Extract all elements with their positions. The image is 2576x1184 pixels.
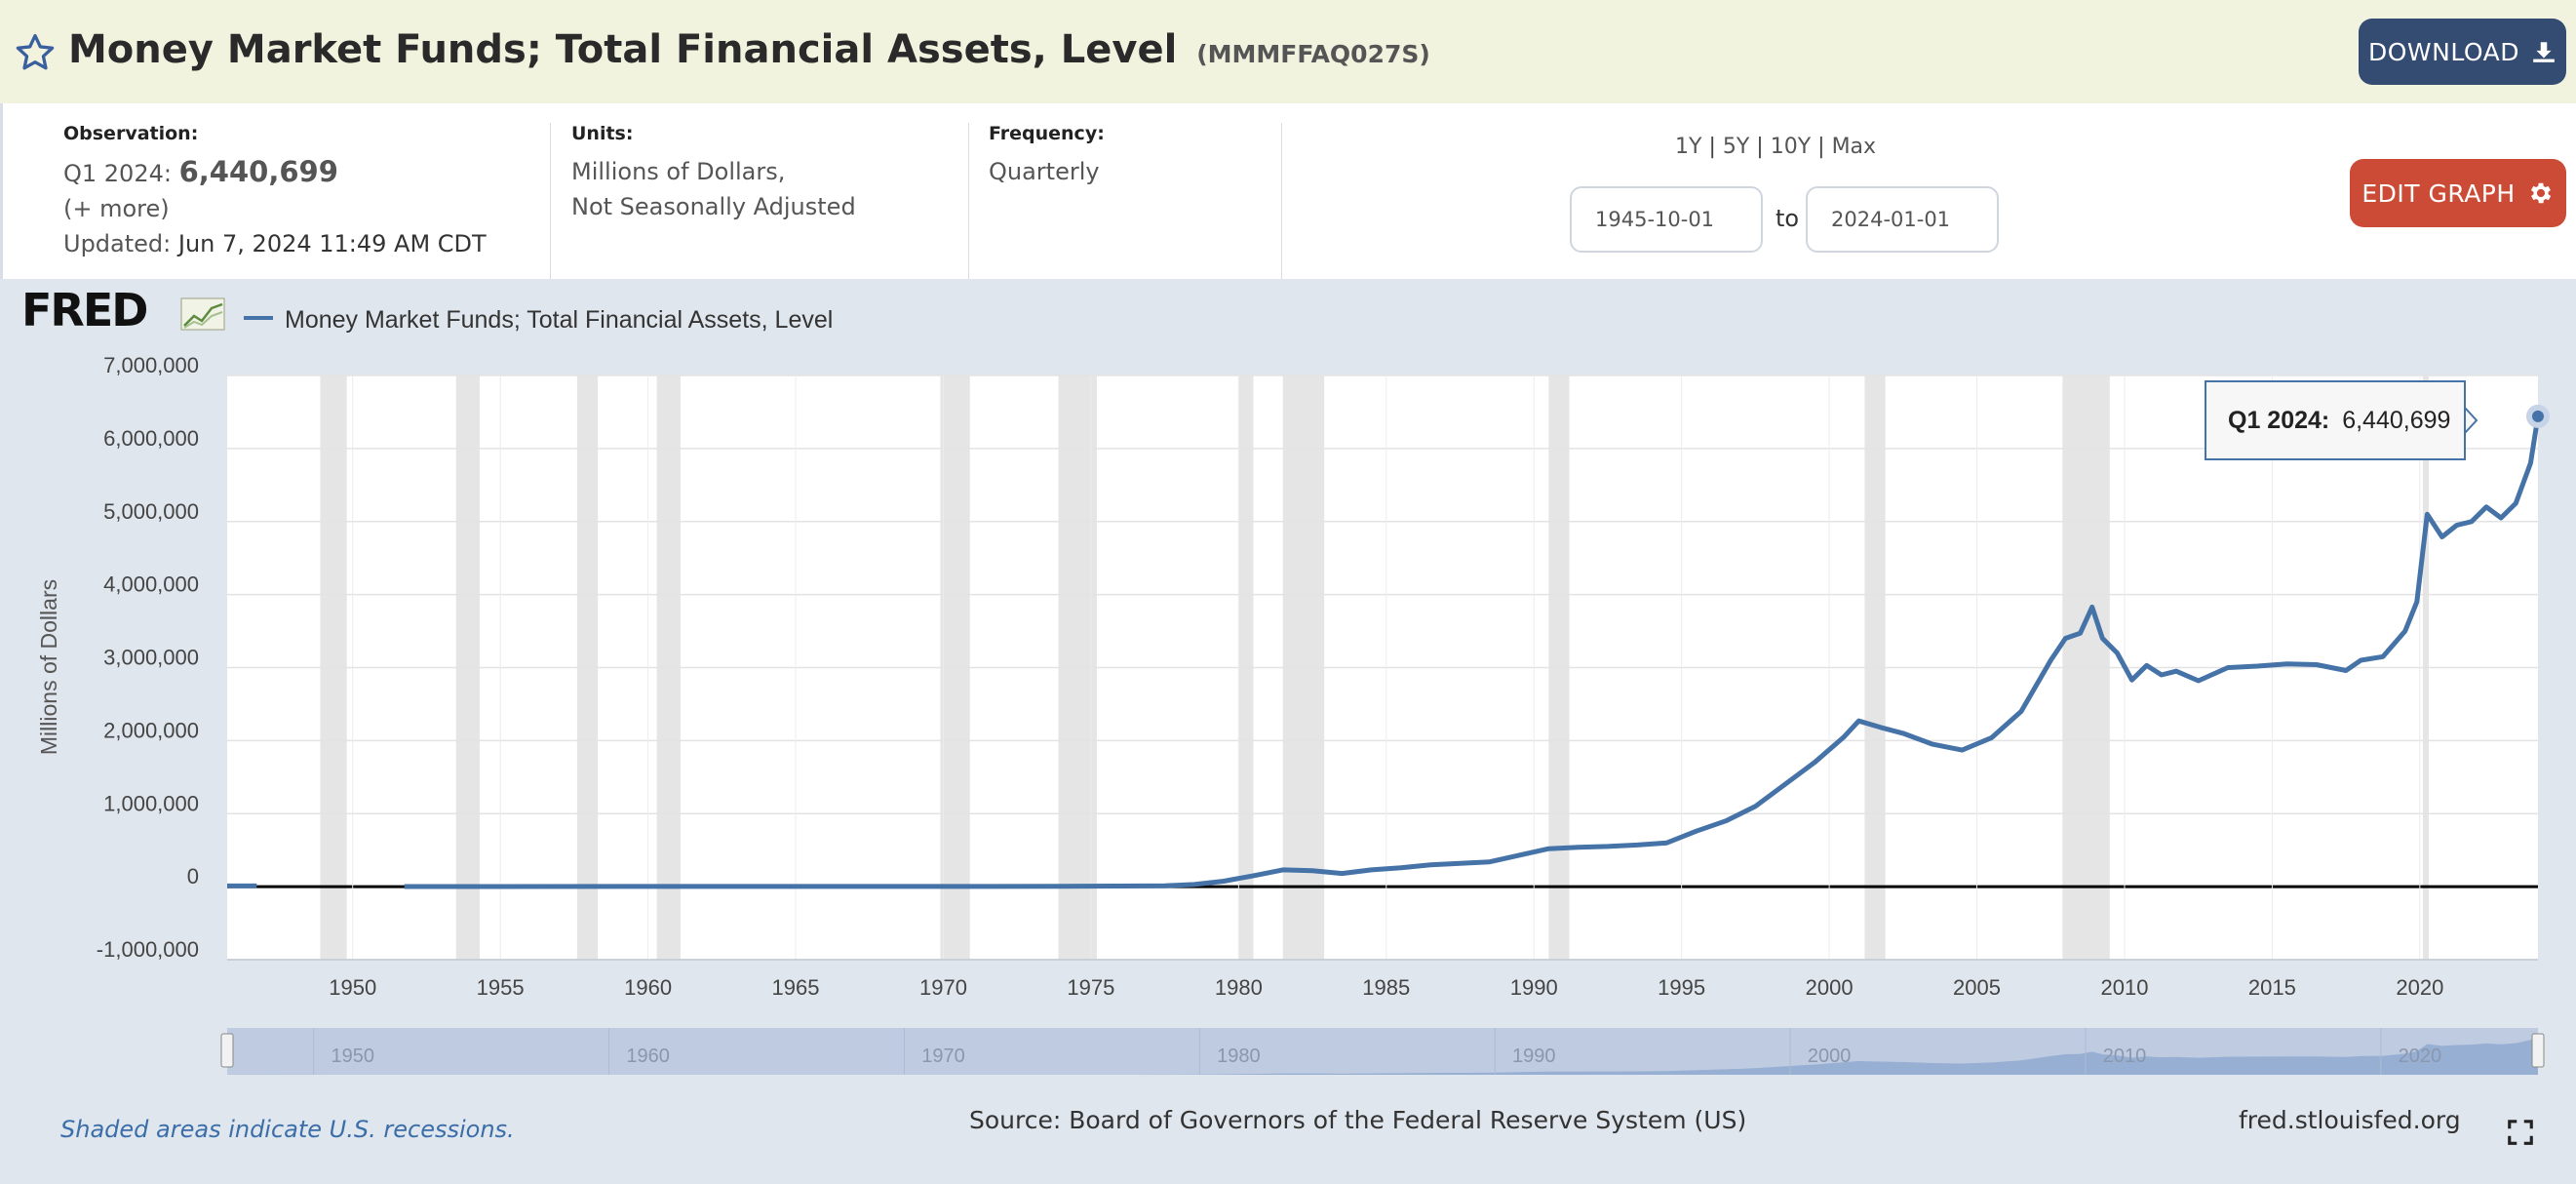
navigator-label: 1990 — [1512, 1046, 1556, 1067]
y-tick-label: 6,000,000 — [103, 426, 199, 451]
frequency-label: Frequency: — [989, 123, 1105, 144]
tooltip-box — [2205, 380, 2466, 460]
divider — [550, 123, 551, 279]
series-id: (MMMFFAQ027S) — [1196, 40, 1430, 68]
tooltip-value: 6,440,699 — [2342, 407, 2450, 434]
edit-graph-label: EDIT GRAPH — [2361, 178, 2516, 208]
y-axis-title: Millions of Dollars — [36, 579, 61, 755]
gear-icon — [2530, 182, 2551, 204]
fred-logo-graph-icon — [180, 297, 225, 331]
recession-note: Shaded areas indicate U.S. recessions. — [60, 1116, 515, 1143]
observation-block: Observation: Q1 2024: 6,440,699 (+ more)… — [63, 123, 487, 261]
units-line2: Not Seasonally Adjusted — [571, 193, 856, 220]
x-axis-ticks: 1950 1955 1960 1965 1970 1975 1980 1985 1990 1995… — [329, 975, 2443, 1000]
x-tick-label: 1985 — [1362, 975, 1410, 1000]
range-separator: | — [1708, 135, 1716, 159]
y-tick-label: 3,000,000 — [103, 646, 199, 670]
header-bar: Money Market Funds; Total Financial Asse… — [0, 0, 2576, 103]
y-tick-label: 1,000,000 — [103, 791, 199, 815]
y-tick-label: 2,000,000 — [103, 718, 199, 742]
last-data-point[interactable] — [2526, 404, 2550, 428]
x-tick-label: 1965 — [772, 975, 820, 1000]
page-title: Money Market Funds; Total Financial Asse… — [68, 27, 1430, 72]
navigator-right-handle[interactable] — [2531, 1033, 2545, 1068]
range-max[interactable]: Max — [1831, 135, 1877, 159]
navigator-label: 2010 — [2103, 1046, 2147, 1067]
y-tick-label: 5,000,000 — [103, 499, 199, 524]
navigator-series-area — [227, 1036, 2538, 1075]
start-date-input[interactable] — [1570, 186, 1763, 253]
x-tick-label: 2005 — [1953, 975, 2001, 1000]
chart-area: FRED Money Market Funds; Total Financial… — [0, 279, 2576, 1184]
source-text: Source: Board of Governors of the Federa… — [969, 1106, 1747, 1134]
y-tick-label: 7,000,000 — [103, 353, 199, 377]
tooltip: Q1 2024: 6,440,699 — [2205, 380, 2478, 460]
svg-text:Q1 2024: 6,440,699: Q1 2024: 6,440,699 — [2228, 407, 2450, 434]
units-label: Units: — [571, 123, 634, 144]
observation-period: Q1 2024: — [63, 160, 172, 187]
range-1y[interactable]: 1Y — [1675, 135, 1702, 159]
tooltip-pointer — [2464, 405, 2478, 436]
navigator-left-handle[interactable] — [220, 1033, 234, 1068]
x-tick-label: 1980 — [1215, 975, 1263, 1000]
y-tick-label: 0 — [187, 864, 199, 888]
y-axis-ticks: 7,000,000 6,000,000 5,000,000 4,000,000 3,00… — [97, 353, 199, 962]
x-tick-label: 1955 — [477, 975, 525, 1000]
to-label: to — [1776, 205, 1800, 232]
series-title: Money Market Funds; Total Financial Asse… — [68, 27, 1178, 72]
fred-logo-text: FRED — [21, 284, 146, 336]
updated-value: Jun 7, 2024 11:49 AM CDT — [177, 230, 487, 257]
observation-label: Observation: — [63, 123, 199, 144]
updated-label: Updated: — [63, 230, 172, 257]
range-navigator[interactable]: 1950 1960 1970 1980 1990 2000 2010 2020 — [220, 1028, 2545, 1075]
x-tick-label: 1990 — [1510, 975, 1558, 1000]
frequency-value: Quarterly — [989, 158, 1100, 185]
range-10y[interactable]: 10Y — [1770, 135, 1812, 159]
x-tick-label: 1960 — [624, 975, 672, 1000]
site-link[interactable]: fred.stlouisfed.org — [2239, 1106, 2461, 1134]
range-separator: | — [1756, 135, 1764, 159]
download-button[interactable]: DOWNLOAD — [2359, 19, 2566, 85]
x-tick-label: 2000 — [1806, 975, 1854, 1000]
series-meta: Observation: Q1 2024: 6,440,699 (+ more)… — [0, 103, 2576, 279]
range-5y[interactable]: 5Y — [1722, 135, 1750, 159]
chart-svg: FRED Money Market Funds; Total Financial… — [21, 284, 2550, 1075]
navigator-label: 1950 — [331, 1046, 374, 1067]
more-link[interactable]: (+ more) — [63, 195, 170, 222]
legend-label: Money Market Funds; Total Financial Asse… — [285, 306, 833, 334]
x-tick-label: 1975 — [1067, 975, 1114, 1000]
download-icon — [2533, 42, 2555, 62]
fullscreen-icon[interactable] — [2506, 1118, 2535, 1147]
navigator-label: 1960 — [626, 1046, 670, 1067]
navigator-label: 2000 — [1808, 1046, 1852, 1067]
units-block: Units: Millions of Dollars, Not Seasonal… — [571, 123, 856, 224]
units-line1: Millions of Dollars, — [571, 158, 786, 185]
star-icon[interactable] — [14, 31, 57, 74]
fred-logo[interactable]: FRED — [21, 284, 225, 336]
x-tick-label: 2020 — [2396, 975, 2443, 1000]
download-label: DOWNLOAD — [2368, 37, 2519, 66]
x-tick-label: 1995 — [1658, 975, 1705, 1000]
x-tick-label: 2010 — [2100, 975, 2148, 1000]
x-tick-label: 1970 — [919, 975, 967, 1000]
y-tick-label: 4,000,000 — [103, 572, 199, 597]
tooltip-period: Q1 2024: — [2228, 407, 2329, 434]
navigator-label: 1970 — [921, 1046, 965, 1067]
y-tick-label: -1,000,000 — [97, 937, 199, 962]
range-selector: 1Y | 5Y | 10Y | Max — [1675, 135, 1876, 159]
x-tick-label: 1950 — [329, 975, 376, 1000]
divider — [968, 123, 969, 279]
edit-graph-button[interactable]: EDIT GRAPH — [2350, 159, 2566, 227]
frequency-block: Frequency: Quarterly — [989, 123, 1105, 189]
series-line[interactable] — [227, 415, 2541, 889]
x-tick-label: 2015 — [2248, 975, 2296, 1000]
range-separator: | — [1817, 135, 1825, 159]
navigator-label: 2020 — [2399, 1046, 2442, 1067]
divider — [1281, 123, 1282, 279]
end-date-input[interactable] — [1806, 186, 1999, 253]
observation-value: 6,440,699 — [178, 155, 338, 188]
navigator-label: 1980 — [1217, 1046, 1261, 1067]
navigator-labels: 1950 1960 1970 1980 1990 2000 2010 2020 — [313, 1028, 2442, 1075]
